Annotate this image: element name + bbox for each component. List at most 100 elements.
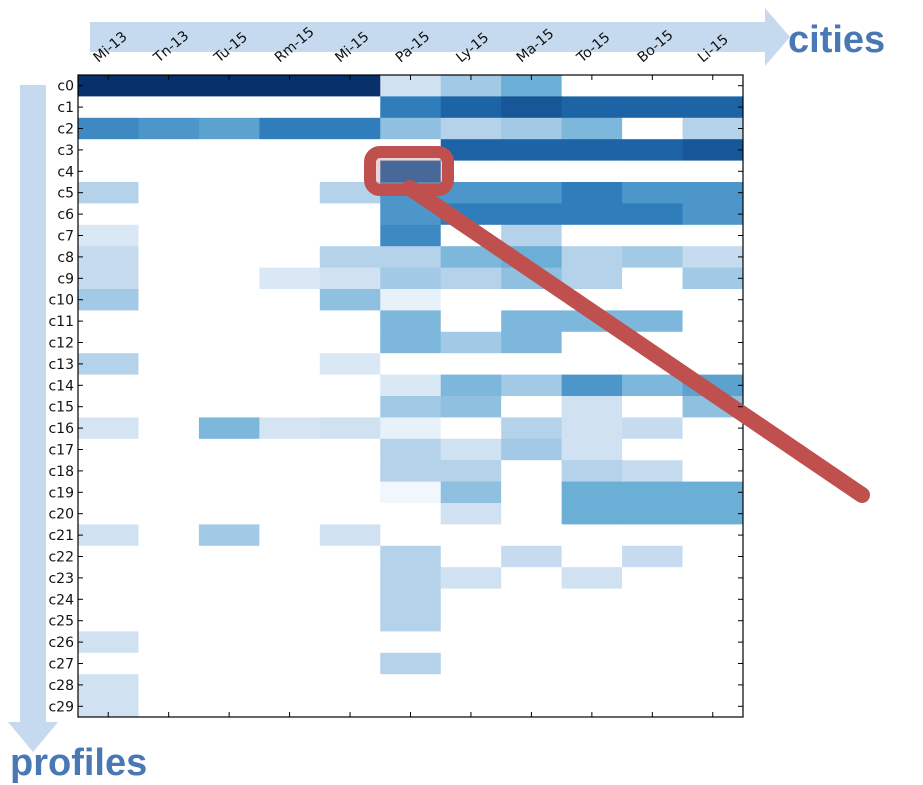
heat-cell (138, 289, 200, 311)
heat-cell (501, 460, 563, 483)
heat-cell (561, 417, 623, 440)
heat-cell (138, 246, 200, 269)
heat-cell (319, 224, 381, 247)
heat-cell (501, 481, 563, 504)
heat-cell (440, 396, 502, 418)
heat-cell (440, 139, 502, 162)
heat-cell (138, 96, 200, 119)
y-tick-label: c10 (48, 293, 74, 309)
y-tick-label: c20 (48, 507, 74, 523)
heat-cell (682, 503, 744, 525)
heat-cell (682, 567, 744, 590)
heat-cell (561, 374, 623, 397)
heat-cell (198, 503, 260, 525)
y-tick-label: c22 (48, 550, 74, 566)
heat-cell (138, 75, 200, 97)
heat-cell (682, 460, 744, 483)
heat-cell (622, 246, 684, 269)
heat-cell (138, 353, 200, 376)
heat-cell (622, 203, 684, 226)
heat-cell (501, 396, 563, 418)
heat-cell (198, 117, 260, 140)
heat-cell (682, 545, 744, 568)
heat-cell (501, 438, 563, 461)
y-tick-label: c7 (57, 229, 74, 245)
heat-cell (78, 267, 139, 290)
heat-cell (78, 117, 139, 140)
heat-cell (138, 481, 200, 504)
heat-cell (501, 289, 563, 311)
y-tick-label: c12 (48, 336, 74, 352)
heat-cell (78, 353, 139, 376)
heat-cell (561, 631, 623, 654)
heat-cell (198, 267, 260, 290)
heat-cell (319, 503, 381, 525)
heat-cell (198, 75, 260, 97)
heat-cell (440, 524, 502, 547)
heat-cell (138, 695, 200, 718)
heat-cell (319, 267, 381, 290)
heat-cell (501, 545, 563, 568)
y-tick-label: c18 (48, 464, 74, 480)
heat-cell (138, 331, 200, 354)
heat-cell (622, 503, 684, 525)
y-tick-label: c29 (48, 699, 74, 715)
heat-cell (259, 203, 321, 226)
heat-cell (622, 588, 684, 611)
heat-cell (440, 160, 502, 183)
heat-cell (198, 203, 260, 226)
heat-cell (682, 631, 744, 654)
heat-cell (622, 567, 684, 590)
heat-cell (138, 374, 200, 397)
heat-cell (259, 674, 321, 697)
heat-cell (440, 182, 502, 204)
heat-cell (682, 417, 744, 440)
heat-cell (682, 310, 744, 333)
y-tick-label: c6 (57, 207, 74, 223)
heat-cell (138, 267, 200, 290)
heat-cell (380, 524, 442, 547)
heat-cell (440, 289, 502, 311)
heat-cell (561, 75, 623, 97)
heat-cell (622, 139, 684, 162)
heat-cell (561, 267, 623, 290)
heat-cell (622, 610, 684, 632)
y-tick-label: c21 (48, 528, 74, 544)
heat-cell (561, 203, 623, 226)
heat-cell (622, 545, 684, 568)
heat-cell (622, 652, 684, 675)
heat-cell (78, 438, 139, 461)
heat-cell (78, 224, 139, 247)
heat-cell (440, 610, 502, 632)
heat-cell (138, 139, 200, 162)
heat-cell (682, 182, 744, 204)
heat-cell (440, 438, 502, 461)
heat-cell (198, 545, 260, 568)
heat-cell (78, 631, 139, 654)
heat-cell (622, 182, 684, 204)
heat-cell (198, 481, 260, 504)
y-tick-label: c19 (48, 485, 74, 501)
heat-cell (138, 524, 200, 547)
heat-cell (78, 545, 139, 568)
heat-cell (440, 567, 502, 590)
heat-cell (259, 353, 321, 376)
heat-cell (380, 203, 442, 226)
heat-cell (259, 396, 321, 418)
heat-cell (380, 289, 442, 311)
heat-cell (259, 438, 321, 461)
heat-cell (319, 524, 381, 547)
heat-cell (380, 117, 442, 140)
heat-cell (138, 631, 200, 654)
heat-cell (440, 331, 502, 354)
heat-cell (622, 117, 684, 140)
heat-cell (501, 374, 563, 397)
heat-cell (501, 524, 563, 547)
heat-cell (198, 417, 260, 440)
heat-cell (138, 182, 200, 204)
heat-cell (198, 182, 260, 204)
heat-cell (622, 289, 684, 311)
heat-cell (78, 289, 139, 311)
heat-cell (622, 695, 684, 718)
y-tick-label: c27 (48, 657, 74, 673)
